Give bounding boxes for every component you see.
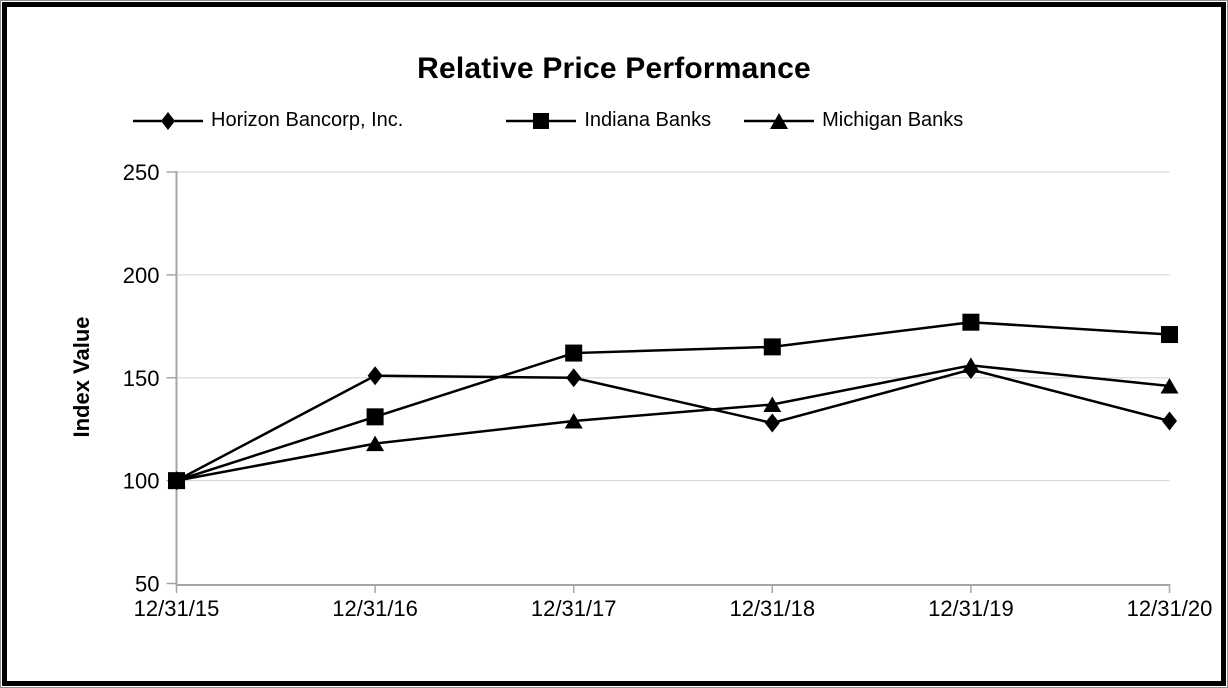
diamond-legend-marker (133, 111, 203, 130)
y-tick-label-100: 100 (123, 469, 160, 494)
triangle-legend-marker (744, 112, 815, 129)
triangle-marker (366, 435, 385, 452)
diamond-marker (169, 471, 184, 491)
triangle-marker (564, 412, 583, 429)
square-marker (565, 344, 583, 362)
legend-item-indiana-banks: Indiana Banks (506, 109, 711, 132)
x-tick-label-0: 12/31/15 (134, 596, 220, 621)
diamond-marker (1162, 411, 1177, 431)
square-marker (962, 313, 980, 331)
series-line-0 (175, 368, 1170, 482)
x-tick-label-4: 12/31/19 (928, 596, 1014, 621)
diamond-marker (566, 368, 582, 388)
x-tick-label-1: 12/31/16 (332, 596, 418, 621)
square-marker (1161, 326, 1178, 344)
square-marker (366, 408, 384, 426)
legend-label-horizon-bancorp: Horizon Bancorp, Inc. (211, 109, 404, 131)
x-tick-label-3: 12/31/18 (729, 596, 815, 621)
legend-label-indiana-banks: Indiana Banks (584, 109, 712, 131)
legend-label-michigan-banks: Michigan Banks (822, 109, 964, 131)
y-tick-label-50: 50 (135, 572, 159, 597)
diamond-marker (963, 360, 979, 380)
series-line-2 (176, 364, 1170, 482)
square-legend-marker (506, 112, 577, 129)
legend-item-horizon-bancorp: Horizon Bancorp, Inc. (133, 109, 403, 132)
x-tick-label-5: 12/31/20 (1127, 596, 1213, 621)
chart-title: Relative Price Performance (417, 52, 811, 85)
diamond-marker (367, 366, 383, 386)
y-tick-label-250: 250 (123, 160, 160, 185)
square-marker (763, 338, 781, 356)
triangle-marker (763, 396, 782, 412)
y-tick-label-150: 150 (123, 366, 160, 391)
chart-legend: Horizon Bancorp, Inc. Indiana Banks Mich… (133, 109, 963, 132)
triangle-marker (1160, 377, 1179, 394)
x-tick-label-2: 12/31/17 (531, 596, 617, 621)
series-line-1 (176, 320, 1170, 482)
diamond-marker (764, 413, 780, 433)
y-tick-label-200: 200 (123, 263, 160, 288)
legend-item-michigan-banks: Michigan Banks (744, 109, 963, 132)
